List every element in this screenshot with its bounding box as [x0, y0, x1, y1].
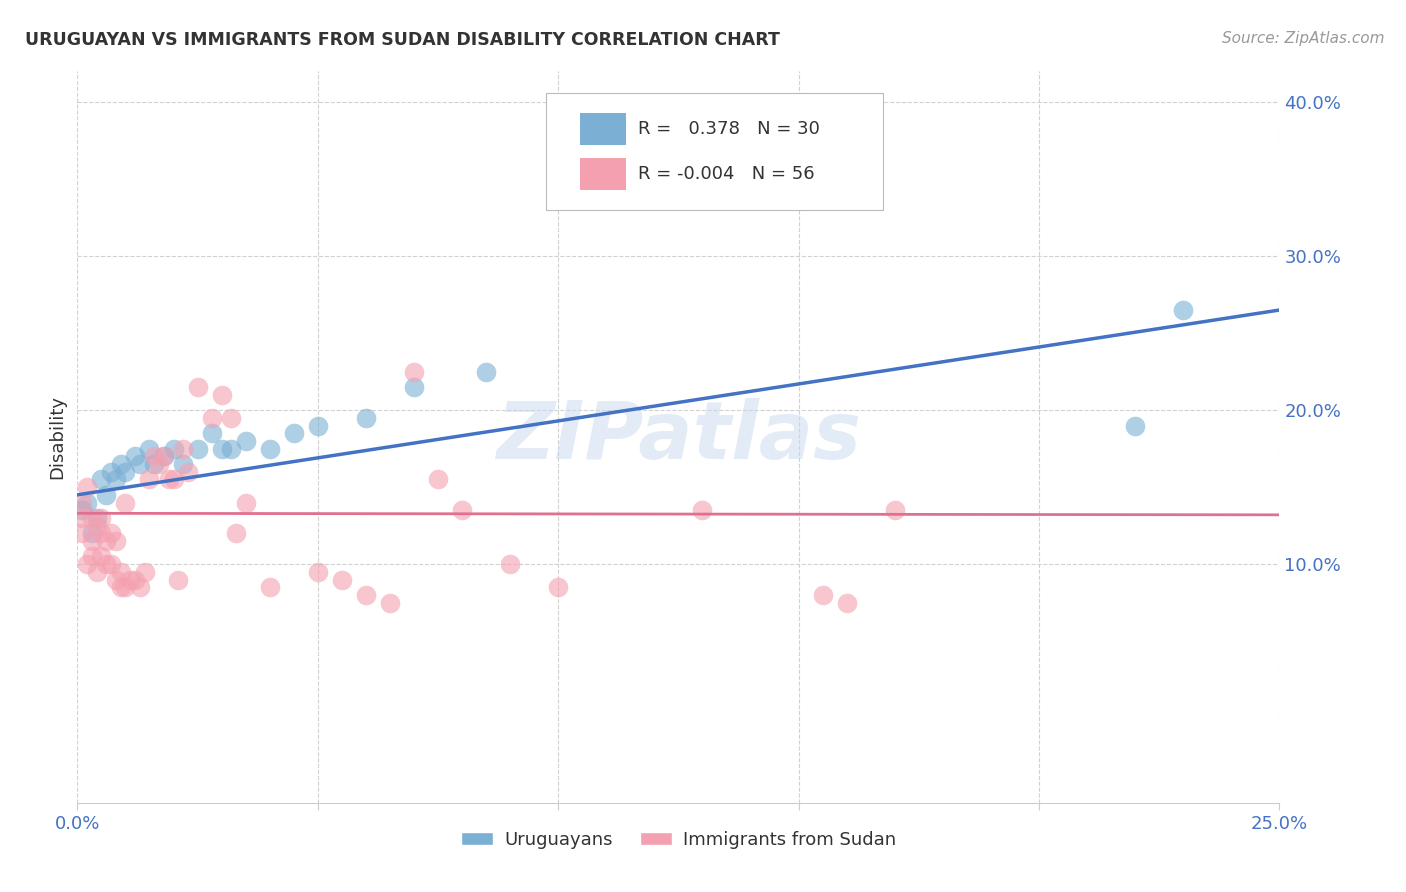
Point — [283, 426, 305, 441]
Point — [114, 580, 136, 594]
Point — [114, 465, 136, 479]
Point — [167, 573, 190, 587]
Point — [201, 426, 224, 441]
Point — [835, 596, 858, 610]
Point — [1123, 418, 1146, 433]
Point — [80, 511, 103, 525]
Point — [354, 410, 377, 425]
Point — [124, 450, 146, 464]
Point — [162, 472, 184, 486]
Point — [811, 588, 834, 602]
Point — [120, 573, 142, 587]
Point — [76, 480, 98, 494]
Point — [110, 457, 132, 471]
Point — [104, 534, 127, 549]
Point — [307, 418, 329, 433]
Point — [110, 580, 132, 594]
FancyBboxPatch shape — [546, 94, 883, 211]
Point — [157, 472, 180, 486]
Y-axis label: Disability: Disability — [48, 395, 66, 479]
Point — [451, 503, 474, 517]
Text: R = -0.004   N = 56: R = -0.004 N = 56 — [637, 165, 814, 184]
Point — [259, 442, 281, 456]
Text: Source: ZipAtlas.com: Source: ZipAtlas.com — [1222, 31, 1385, 46]
Point — [70, 503, 93, 517]
Point — [354, 588, 377, 602]
Point — [378, 596, 401, 610]
Text: ZIPatlas: ZIPatlas — [496, 398, 860, 476]
Point — [172, 442, 194, 456]
Point — [138, 472, 160, 486]
Point — [100, 465, 122, 479]
Point — [177, 465, 200, 479]
Point — [100, 526, 122, 541]
Point — [143, 457, 166, 471]
Point — [80, 549, 103, 564]
Point — [96, 534, 118, 549]
Point — [201, 410, 224, 425]
Point — [76, 557, 98, 571]
Point — [104, 573, 127, 587]
Point — [96, 557, 118, 571]
Point — [80, 526, 103, 541]
Point — [427, 472, 450, 486]
Point — [128, 457, 150, 471]
Point — [138, 442, 160, 456]
Point — [186, 380, 209, 394]
Point — [100, 557, 122, 571]
Point — [153, 450, 176, 464]
Point — [186, 442, 209, 456]
Point — [134, 565, 156, 579]
Point — [110, 565, 132, 579]
Point — [96, 488, 118, 502]
Point — [883, 503, 905, 517]
Point — [499, 557, 522, 571]
Point — [692, 503, 714, 517]
Point — [70, 495, 93, 509]
Point — [475, 365, 498, 379]
Point — [90, 511, 112, 525]
FancyBboxPatch shape — [579, 113, 626, 145]
Point — [402, 380, 425, 394]
Point — [104, 472, 127, 486]
Point — [330, 573, 353, 587]
Point — [148, 457, 170, 471]
Point — [225, 526, 247, 541]
Point — [547, 580, 569, 594]
Point — [128, 580, 150, 594]
Text: URUGUAYAN VS IMMIGRANTS FROM SUDAN DISABILITY CORRELATION CHART: URUGUAYAN VS IMMIGRANTS FROM SUDAN DISAB… — [25, 31, 780, 49]
Point — [307, 565, 329, 579]
Point — [1173, 303, 1195, 318]
Point — [86, 511, 108, 525]
Point — [259, 580, 281, 594]
Point — [70, 526, 93, 541]
Point — [70, 511, 93, 525]
Point — [211, 442, 233, 456]
Point — [153, 450, 176, 464]
Point — [219, 410, 242, 425]
Point — [114, 495, 136, 509]
Point — [219, 442, 242, 456]
Point — [402, 365, 425, 379]
Point — [172, 457, 194, 471]
Point — [235, 495, 257, 509]
Point — [162, 442, 184, 456]
Point — [90, 472, 112, 486]
Point — [86, 518, 108, 533]
Point — [76, 495, 98, 509]
Point — [211, 388, 233, 402]
Point — [86, 565, 108, 579]
FancyBboxPatch shape — [579, 158, 626, 190]
Point — [124, 573, 146, 587]
Point — [235, 434, 257, 448]
Point — [90, 526, 112, 541]
Point — [143, 450, 166, 464]
Point — [90, 549, 112, 564]
Text: R =   0.378   N = 30: R = 0.378 N = 30 — [637, 120, 820, 138]
Legend: Uruguayans, Immigrants from Sudan: Uruguayans, Immigrants from Sudan — [454, 823, 903, 856]
Point — [80, 534, 103, 549]
